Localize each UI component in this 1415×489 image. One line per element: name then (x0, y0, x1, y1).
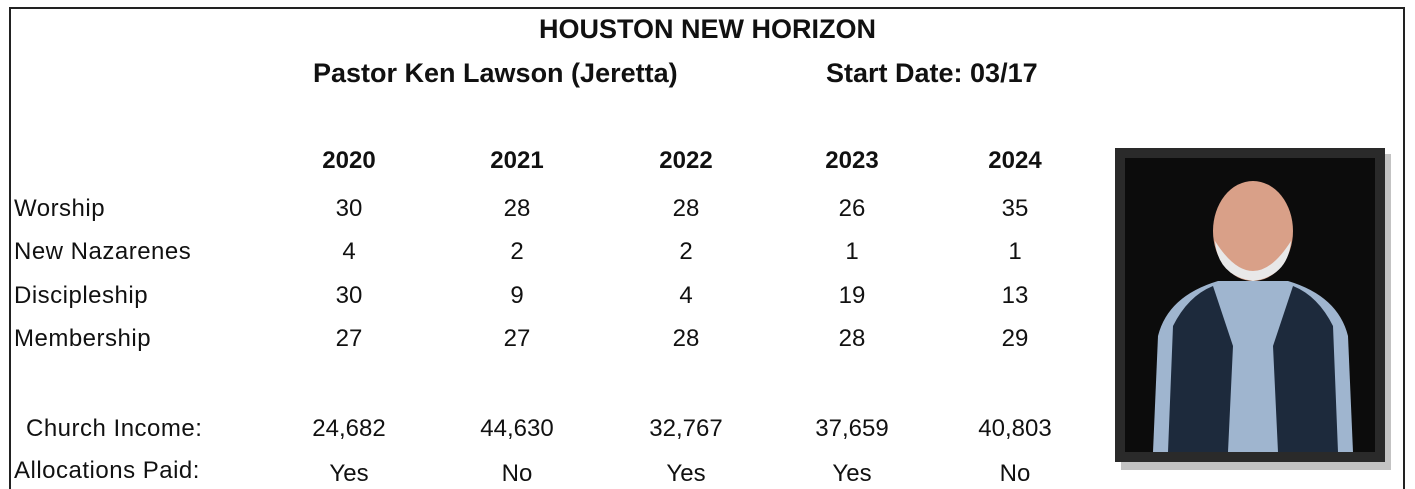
page: HOUSTON NEW HORIZON Pastor Ken Lawson (J… (0, 0, 1415, 489)
cell: 9 (510, 282, 523, 310)
cell: 27 (504, 325, 531, 353)
cell: 37,659 (815, 415, 888, 443)
cell: 35 (1002, 195, 1029, 223)
cell: Yes (666, 460, 705, 488)
cell: 30 (336, 195, 363, 223)
column-header: 2021 (490, 147, 543, 175)
cell: 19 (839, 282, 866, 310)
title: HOUSTON NEW HORIZON (0, 14, 1415, 45)
pastor: Pastor Ken Lawson (Jeretta) (313, 58, 678, 89)
cell: 30 (336, 282, 363, 310)
cell: 44,630 (480, 415, 553, 443)
cell: 28 (504, 195, 531, 223)
cell: 4 (679, 282, 692, 310)
cell: Yes (329, 460, 368, 488)
row-label: Church Income: (26, 415, 202, 443)
cell: No (502, 460, 533, 488)
cell: 40,803 (978, 415, 1051, 443)
cell: 28 (839, 325, 866, 353)
row-label: Membership (14, 325, 151, 353)
cell: 2 (679, 238, 692, 266)
cell: 32,767 (649, 415, 722, 443)
cell: No (1000, 460, 1031, 488)
cell: 4 (342, 238, 355, 266)
cell: 2 (510, 238, 523, 266)
column-header: 2024 (988, 147, 1041, 175)
cell: 13 (1002, 282, 1029, 310)
row-label: New Nazarenes (14, 238, 191, 266)
start-date: Start Date: 03/17 (826, 58, 1038, 89)
cell: 28 (673, 325, 700, 353)
column-header: 2023 (825, 147, 878, 175)
row-label: Worship (14, 195, 105, 223)
photo (1113, 146, 1393, 472)
cell: 1 (1008, 238, 1021, 266)
cell: 24,682 (312, 415, 385, 443)
column-header: 2020 (322, 147, 375, 175)
cell: Yes (832, 460, 871, 488)
cell: 1 (845, 238, 858, 266)
cell: 29 (1002, 325, 1029, 353)
cell: 28 (673, 195, 700, 223)
row-label: Discipleship (14, 282, 148, 310)
column-header: 2022 (659, 147, 712, 175)
row-label: Allocations Paid: (14, 457, 200, 485)
cell: 26 (839, 195, 866, 223)
cell: 27 (336, 325, 363, 353)
